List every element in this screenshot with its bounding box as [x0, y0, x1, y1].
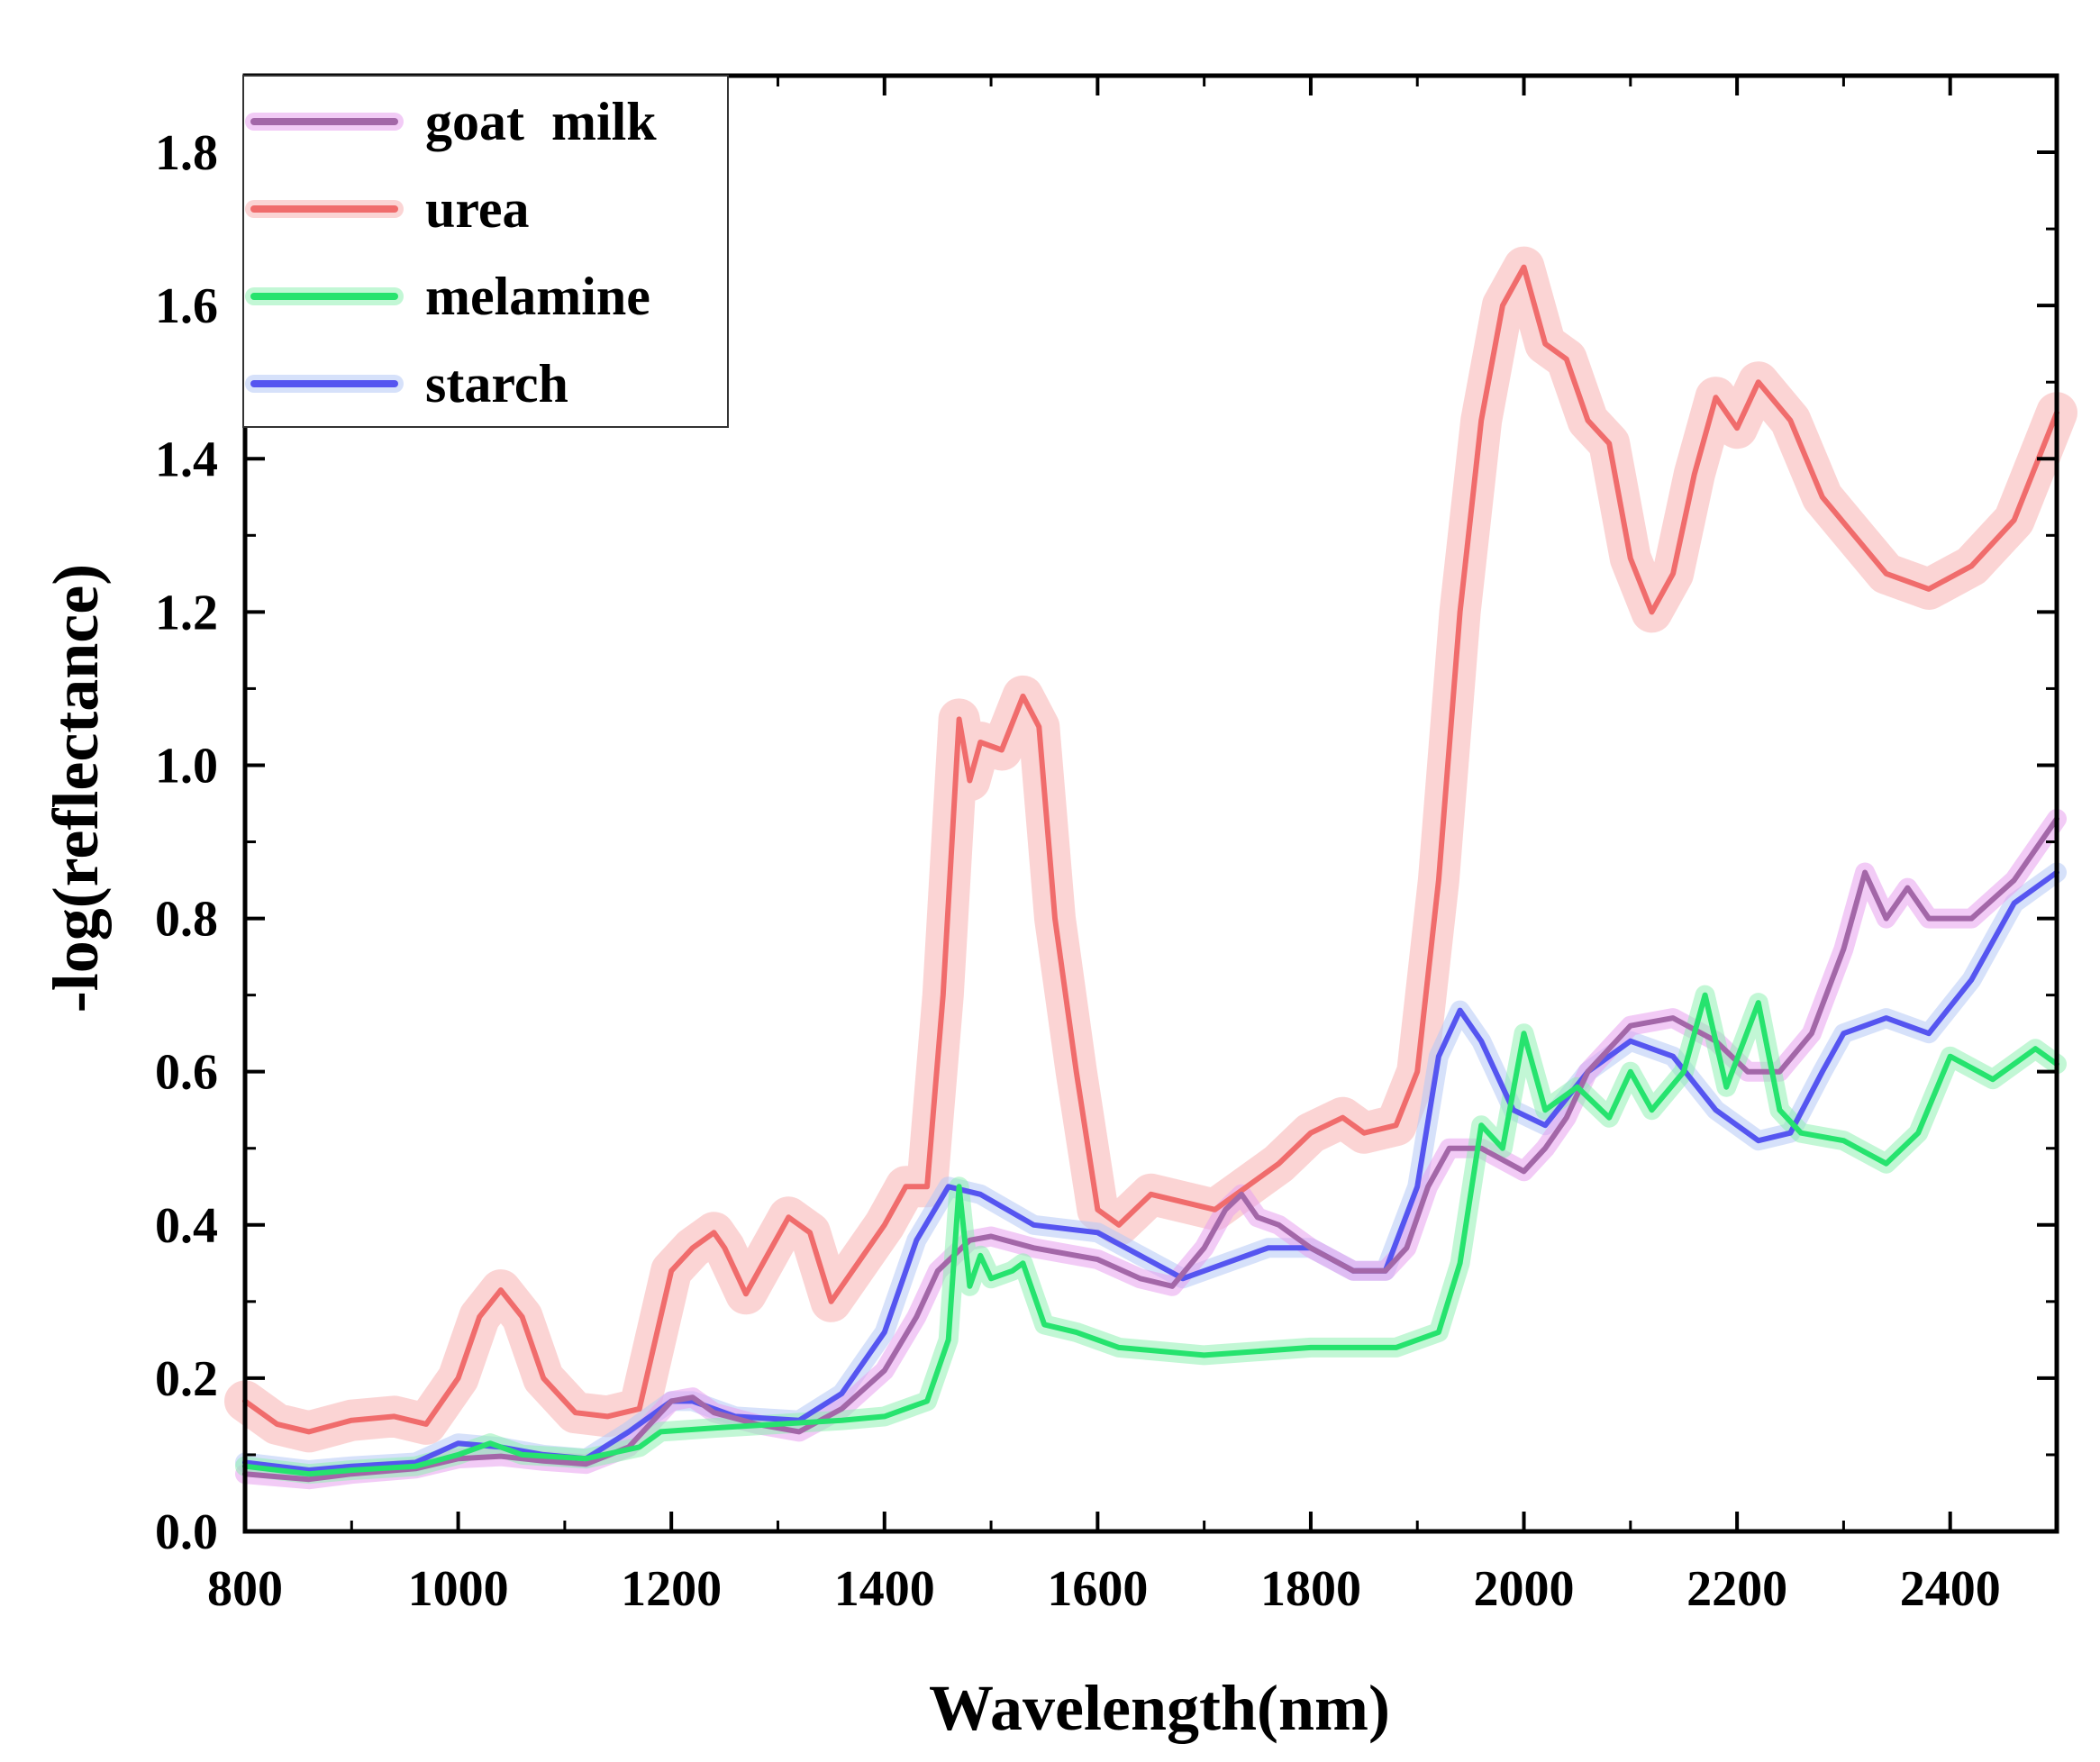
x-axis-title: Wavelength(nm) [929, 1672, 1390, 1744]
legend-label: goat milk [425, 92, 657, 151]
y-axis-title: -log(reflectance) [40, 564, 112, 1013]
x-tick-label: 1200 [621, 1561, 722, 1617]
legend-label: melamine [425, 267, 650, 326]
y-tick-label: 0.2 [155, 1351, 218, 1407]
legend-label: starch [425, 354, 568, 413]
x-tick-label: 1600 [1047, 1561, 1148, 1617]
y-tick-label: 1.2 [155, 585, 218, 640]
legend-box [242, 75, 729, 428]
y-tick-label: 0.6 [155, 1045, 218, 1101]
legend: goat milk urea melamine starch [242, 75, 729, 428]
series-lines [242, 264, 2059, 1483]
x-tick-label: 1800 [1260, 1561, 1361, 1617]
y-tick-label: 0.4 [155, 1198, 218, 1254]
y-tick-label: 1.8 [155, 125, 218, 181]
x-tick-label: 1000 [408, 1561, 509, 1617]
y-tick-labels: 0.0 0.2 0.4 0.6 0.8 1.0 1.2 1.4 1.6 1.8 [155, 125, 218, 1560]
x-tick-labels: 800 1000 1200 1400 1600 1800 2000 2200 2400 [207, 1561, 2001, 1617]
x-tick-label: 2400 [1900, 1561, 2001, 1617]
y-tick-label: 0.0 [155, 1504, 218, 1560]
series-line-urea [242, 264, 2059, 1435]
y-tick-label: 1.6 [155, 278, 218, 334]
series-line-goat-milk [242, 816, 2059, 1483]
plot-frame [242, 73, 2059, 1534]
x-tick-label: 2200 [1686, 1561, 1787, 1617]
y-tick-label: 1.0 [155, 738, 218, 794]
legend-label: urea [425, 179, 530, 239]
series-line-starch [242, 869, 2059, 1473]
x-tick-label: 1400 [834, 1561, 935, 1617]
y-tick-label: 0.8 [155, 892, 218, 948]
y-tick-label: 1.4 [155, 431, 218, 487]
x-tick-label: 2000 [1474, 1561, 1575, 1617]
x-tick-label: 800 [207, 1561, 283, 1617]
series-line-melamine [242, 992, 2059, 1477]
